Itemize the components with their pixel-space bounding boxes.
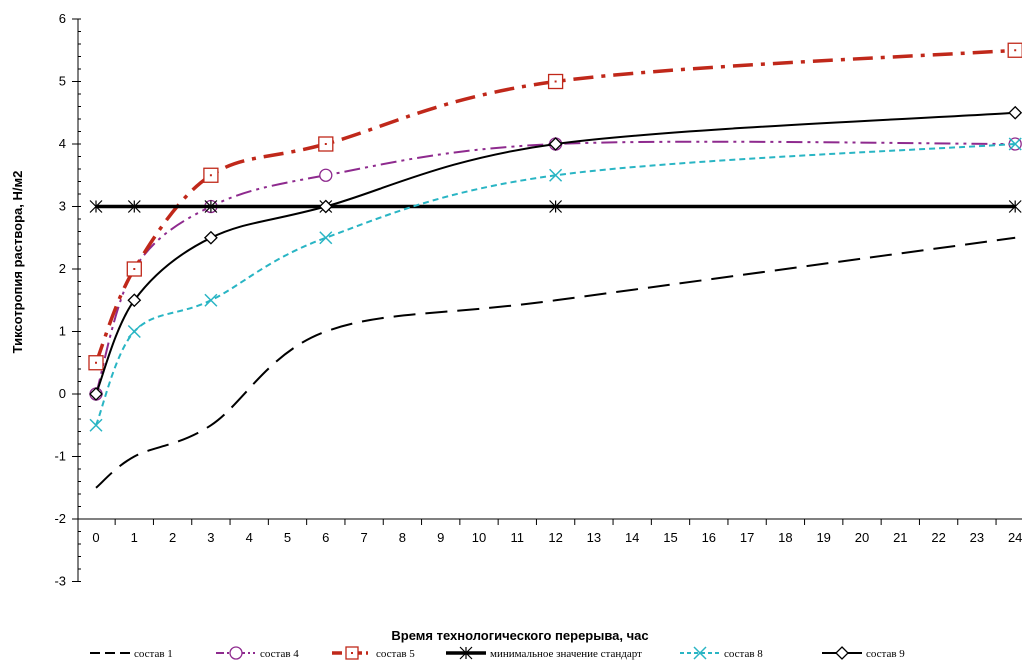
legend-label: состав 8 — [724, 648, 763, 660]
y-tick-label: -3 — [54, 574, 66, 589]
x-tick-label: 11 — [511, 530, 525, 545]
legend-label: минимальное значение стандарт — [490, 648, 642, 660]
x-tick-label: 5 — [284, 530, 291, 545]
legend-item: минимальное значение стандарт — [446, 646, 642, 660]
legend-item: состав 5 — [332, 646, 415, 660]
x-tick-label: 20 — [855, 530, 869, 545]
data-point-marker-dot — [554, 80, 557, 83]
data-point-marker — [318, 199, 333, 214]
legend: состав 1 состав 4 состав 5 минимальное знач… — [90, 646, 905, 660]
data-point-marker — [204, 293, 218, 307]
data-point-marker — [204, 200, 218, 213]
legend-item: состав 1 — [90, 648, 173, 660]
legend-item: состав 4 — [216, 646, 299, 660]
x-tick-label: 22 — [931, 530, 945, 545]
series-1 — [95, 236, 1016, 489]
series-3 — [88, 42, 1022, 371]
legend-label: состав 4 — [260, 648, 299, 660]
data-point-marker-dot — [1014, 49, 1017, 52]
data-point-marker-dot — [95, 361, 97, 364]
x-tick-label: 8 — [399, 530, 406, 545]
data-point-marker — [89, 200, 103, 213]
y-tick-label: 2 — [59, 261, 66, 276]
y-tick-label: 4 — [59, 136, 66, 151]
legend-swatch-marker — [835, 646, 849, 660]
x-tick-label: 21 — [893, 530, 907, 545]
data-point-marker — [548, 137, 563, 151]
x-tick-label: 13 — [587, 530, 601, 545]
data-point-marker — [319, 168, 333, 182]
data-point-marker — [127, 200, 141, 213]
series-line — [95, 236, 1016, 489]
y-tick-label: 1 — [59, 324, 66, 339]
series-line — [95, 143, 1016, 426]
series-5 — [89, 137, 1022, 432]
data-point-marker — [127, 324, 141, 339]
x-tick-label: 19 — [816, 530, 830, 545]
x-tick-label: 1 — [131, 530, 138, 545]
legend-swatch-marker — [229, 646, 243, 660]
data-point-marker — [549, 200, 563, 213]
x-tick-label: 12 — [548, 530, 562, 545]
legend-item: состав 9 — [822, 646, 905, 660]
data-point-marker — [319, 231, 333, 245]
legend-label: состав 1 — [134, 648, 173, 660]
x-tick-label: 14 — [625, 530, 639, 545]
legend-swatch-marker — [459, 646, 473, 660]
series-line — [95, 140, 1016, 395]
data-point-marker-dot — [209, 174, 212, 177]
x-tick-label: 18 — [778, 530, 792, 545]
x-tick-label: 16 — [702, 530, 716, 545]
series-layer — [88, 42, 1022, 489]
x-tick-label: 0 — [92, 530, 99, 545]
x-tick-label: 9 — [437, 530, 444, 545]
y-tick-label: -1 — [54, 449, 66, 464]
y-tick-label: 6 — [59, 11, 66, 26]
data-point-marker — [1008, 105, 1022, 120]
y-axis-title: Тиксотропия раствора, Н/м2 — [10, 171, 25, 354]
data-point-marker — [89, 418, 103, 432]
x-tick-label: 6 — [322, 530, 329, 545]
y-tick-label: 0 — [59, 386, 66, 401]
data-point-marker-dot — [133, 268, 136, 270]
x-tick-label: 3 — [207, 530, 214, 545]
x-tick-label: 10 — [472, 530, 486, 545]
data-point-marker — [89, 387, 103, 401]
data-point-marker — [1008, 200, 1022, 213]
x-tick-label: 23 — [970, 530, 984, 545]
data-point-marker — [1008, 137, 1022, 151]
x-tick-label: 15 — [663, 530, 677, 545]
legend-item: состав 8 — [680, 646, 763, 660]
series-line — [95, 111, 1016, 395]
x-tick-label: 4 — [246, 530, 253, 545]
x-axis-title: Время технологического перерыва, час — [391, 628, 648, 643]
series-4 — [89, 200, 1022, 213]
x-tick-label: 17 — [740, 530, 754, 545]
x-tick-label: 7 — [360, 530, 367, 545]
data-point-marker-dot — [324, 143, 327, 145]
series-6 — [89, 105, 1022, 401]
legend-label: состав 5 — [376, 648, 415, 660]
data-point-marker — [203, 230, 218, 245]
legend-label: состав 9 — [866, 648, 905, 660]
y-tick-label: 5 — [59, 74, 66, 89]
y-tick-label: -2 — [54, 511, 66, 526]
x-tick-label: 24 — [1008, 530, 1022, 545]
y-tick-label: 3 — [59, 199, 66, 214]
x-tick-label: 2 — [169, 530, 176, 545]
legend-swatch-marker-dot — [351, 652, 353, 654]
legend-swatch-marker — [693, 646, 707, 660]
series-2 — [89, 137, 1022, 401]
data-point-marker — [549, 168, 563, 182]
data-point-marker — [127, 293, 142, 308]
